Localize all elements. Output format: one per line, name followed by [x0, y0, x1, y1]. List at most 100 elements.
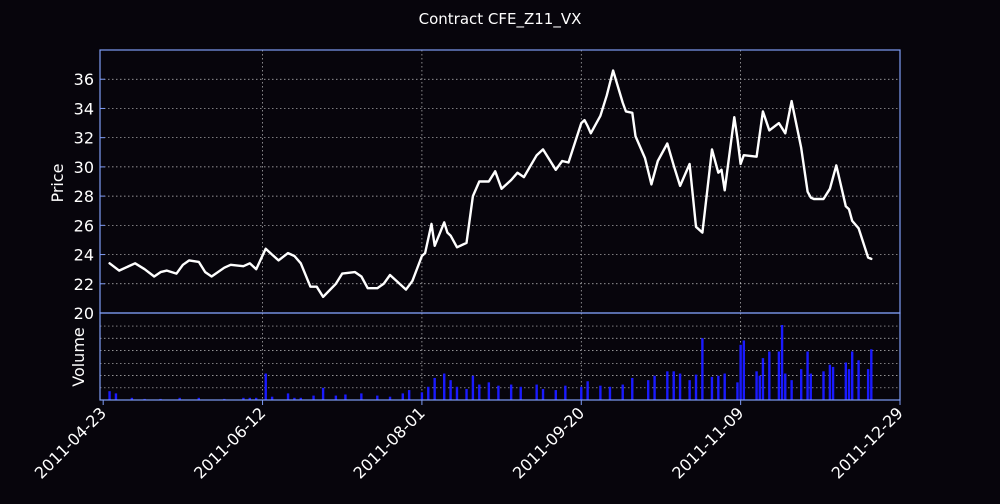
- volume-bar: [130, 397, 134, 400]
- y-tick-label: 20: [74, 304, 94, 323]
- volume-grid: [100, 313, 900, 400]
- y-tick-label: 28: [74, 187, 94, 206]
- volume-bar: [809, 373, 812, 400]
- volume-bar: [806, 351, 809, 400]
- volume-bar: [799, 369, 803, 400]
- price-line: [108, 69, 873, 299]
- volume-bar: [822, 371, 825, 400]
- volume-bar: [254, 397, 258, 400]
- volume-bar: [443, 373, 446, 400]
- price-axis-label: Price: [48, 163, 67, 202]
- volume-bar: [248, 397, 252, 400]
- volume-bar: [672, 371, 675, 400]
- volume-bar: [535, 384, 538, 400]
- volume-bar: [857, 360, 860, 400]
- chart-title: Contract CFE_Z11_VX: [419, 10, 582, 29]
- y-tick-label: 26: [74, 216, 94, 235]
- volume-bar: [455, 386, 459, 400]
- volume-bar: [653, 375, 656, 400]
- volume-bar: [780, 325, 784, 400]
- volume-bar: [554, 390, 557, 400]
- volume-bar: [666, 371, 669, 400]
- volume-bar: [564, 385, 567, 400]
- volume-bar: [758, 375, 761, 400]
- volume-bar: [631, 377, 634, 400]
- volume-bar: [755, 371, 758, 400]
- volume-bar: [541, 388, 545, 400]
- y-tick-label: 24: [74, 246, 94, 265]
- volume-bar: [831, 366, 835, 400]
- volume-bar: [478, 384, 481, 400]
- volume-bar: [471, 375, 475, 400]
- volume-panel-frame: [99, 312, 901, 401]
- volume-bar: [701, 338, 704, 400]
- volume-bar: [647, 380, 650, 400]
- volume-bar: [739, 344, 742, 400]
- volume-bar: [621, 384, 624, 400]
- volume-bar: [828, 364, 832, 400]
- y-tick-label: 36: [74, 70, 94, 89]
- volume-bar: [242, 397, 245, 400]
- volume-bar: [433, 377, 436, 400]
- volume-bar: [321, 387, 325, 400]
- volume-bar: [108, 391, 111, 400]
- y-tick-label: 32: [74, 129, 94, 148]
- volume-bar: [497, 385, 500, 400]
- volume-bar: [344, 394, 347, 400]
- volume-bar: [407, 390, 411, 400]
- volume-bar: [509, 384, 513, 400]
- volume-bar: [599, 385, 602, 400]
- volume-bar: [866, 369, 870, 400]
- volume-bar: [790, 380, 793, 400]
- volume-bar: [312, 395, 315, 400]
- volume-bar: [427, 386, 430, 400]
- volume-bar: [465, 388, 468, 400]
- volume-bar: [723, 373, 726, 400]
- volume-bar: [710, 376, 714, 400]
- volume-bar: [688, 380, 691, 400]
- volume-bar: [360, 393, 363, 400]
- volume-bar: [376, 395, 379, 400]
- volume-bar: [777, 351, 781, 400]
- volume-bar: [870, 349, 873, 400]
- volume-bar: [742, 340, 746, 400]
- volume-bar: [847, 369, 851, 400]
- volume-bar: [388, 396, 392, 400]
- volume-bar: [761, 358, 765, 400]
- volume-bar: [293, 397, 296, 400]
- volume-bar: [580, 386, 583, 400]
- volume-axis-label: Volume: [69, 327, 88, 387]
- y-tick-label: 22: [74, 275, 94, 294]
- volume-bar: [299, 397, 302, 400]
- volume-bar: [736, 382, 739, 400]
- volume-bar: [197, 397, 201, 400]
- price-y-ticks: 20 22 24 26 28 30 32 34 36: [74, 70, 105, 323]
- volume-bar: [678, 373, 682, 400]
- volume-bar: [608, 386, 612, 400]
- volume-bar: [519, 386, 522, 400]
- volume-bar: [717, 375, 720, 400]
- volume-bar: [586, 381, 589, 400]
- price-grid: [100, 50, 900, 313]
- volume-bar: [178, 397, 181, 400]
- volume-bar: [334, 395, 338, 400]
- volume-bar: [114, 393, 118, 400]
- volume-bar: [768, 351, 771, 400]
- volume-bars: [108, 325, 873, 400]
- volume-bar: [264, 373, 267, 400]
- volume-bar: [449, 380, 452, 400]
- volume-bar: [286, 393, 290, 400]
- y-tick-label: 30: [74, 158, 94, 177]
- volume-bar: [694, 374, 698, 400]
- volume-bar: [401, 393, 404, 400]
- volume-bar: [420, 392, 424, 400]
- volume-bar: [850, 351, 854, 400]
- price-series: [108, 69, 873, 299]
- volume-bar: [487, 382, 491, 400]
- volume-bar: [270, 396, 274, 400]
- volume-bar: [844, 362, 848, 400]
- volume-bar: [784, 373, 787, 400]
- y-tick-label: 34: [74, 99, 94, 118]
